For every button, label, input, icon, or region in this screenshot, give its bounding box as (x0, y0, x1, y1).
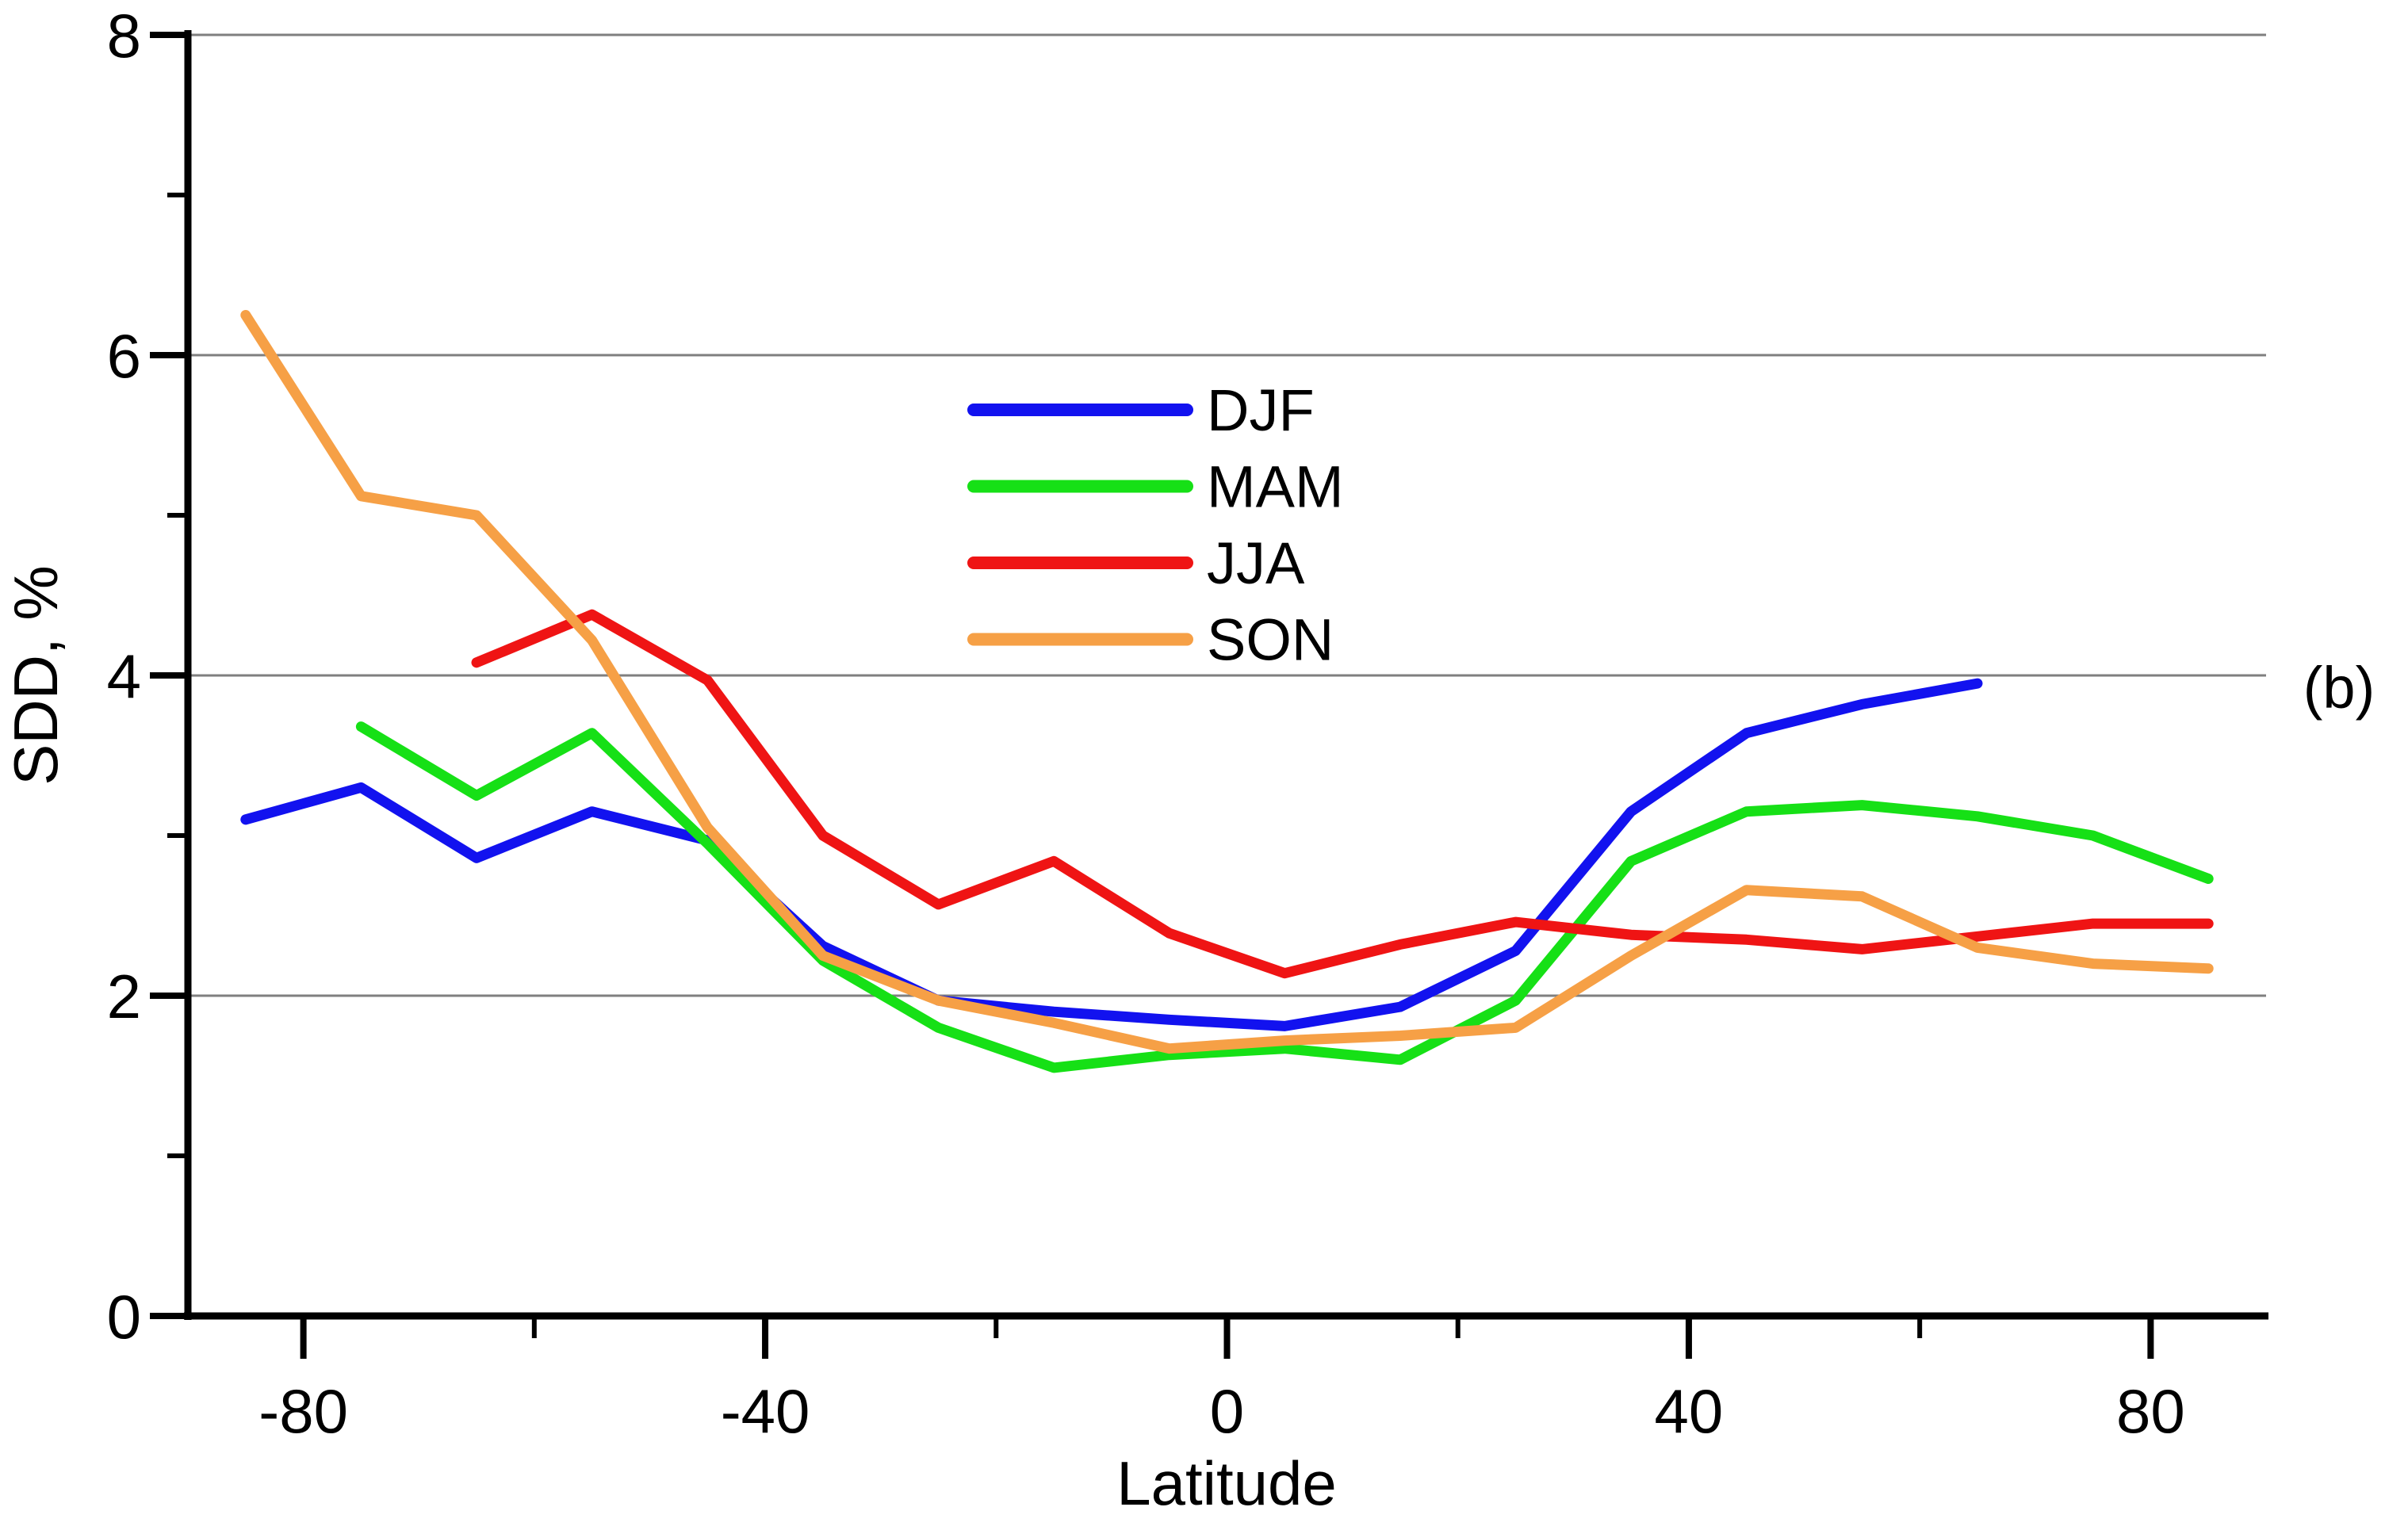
y-tick-label-6: 6 (107, 321, 141, 391)
y-tick-label-8: 8 (107, 1, 141, 71)
y-tick-label-2: 2 (107, 962, 141, 1031)
x-tick-label-0: 0 (1210, 1376, 1244, 1446)
y-axis-title: SDD, % (1, 565, 71, 785)
x-axis-title: Latitude (1116, 1448, 1337, 1518)
legend-item-djf: DJF (967, 377, 1315, 443)
legend: DJF MAM JJA SON (967, 377, 1344, 673)
x-tick-label-80: 80 (2116, 1376, 2185, 1446)
series-line-mam (355, 721, 2214, 1073)
legend-item-jja: JJA (967, 530, 1305, 596)
y-tick-label-4: 4 (107, 641, 141, 711)
legend-label-djf: DJF (1207, 377, 1315, 443)
legend-label-son: SON (1207, 607, 1334, 673)
series-lines (240, 310, 2214, 1073)
x-tick-label-40: 40 (1655, 1376, 1724, 1446)
axis-ticks (150, 32, 2154, 1359)
gridlines (188, 33, 2266, 997)
legend-item-son: SON (967, 607, 1334, 673)
series-line-son (240, 310, 2214, 1054)
legend-label-mam: MAM (1207, 454, 1344, 520)
x-tick-label--40: -40 (721, 1376, 810, 1446)
legend-label-jja: JJA (1207, 530, 1305, 596)
y-tick-label-0: 0 (107, 1282, 141, 1352)
series-line-jja (471, 609, 2214, 979)
series-line-djf (240, 678, 1983, 1031)
tick-labels: 0 2 4 6 8 -80 -40 0 40 80 (107, 1, 2185, 1446)
legend-item-mam: MAM (967, 454, 1344, 520)
panel-label: (b) (2303, 655, 2375, 721)
x-tick-label--80: -80 (258, 1376, 348, 1446)
